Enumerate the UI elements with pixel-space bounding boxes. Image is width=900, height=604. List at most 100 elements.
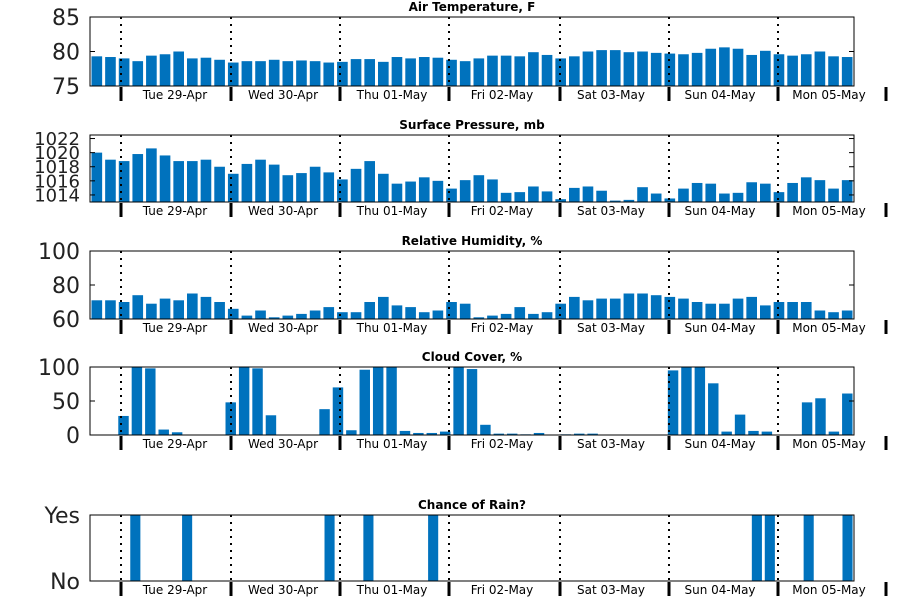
relative-humidity-bar [459, 303, 471, 319]
air-temperature-bar [678, 54, 689, 86]
surface-pressure-bar [691, 182, 703, 202]
air-temperature-bar [664, 53, 676, 86]
chance-of-rain-bar [324, 515, 335, 581]
cloud-cover-bar [453, 367, 464, 435]
relative-humidity-bar [732, 298, 744, 319]
relative-humidity-bar [609, 298, 621, 319]
relative-humidity-bar [323, 307, 335, 319]
air-temperature-bar [787, 55, 798, 86]
cloud-cover-ytick-label: 0 [66, 424, 80, 449]
air-temperature-bar [105, 57, 116, 86]
relative-humidity-bar [773, 302, 785, 319]
chance-of-rain-bar [803, 515, 814, 581]
relative-humidity-bar [500, 313, 512, 319]
air-temperature-bar [582, 51, 594, 86]
air-temperature-day-label: Sun 04-May [684, 88, 755, 102]
cloud-cover-bar [319, 409, 330, 435]
surface-pressure-axes-frame [89, 134, 855, 203]
surface-pressure-bar [569, 187, 580, 202]
air-temperature-bar [514, 56, 526, 86]
surface-pressure-day-label: Thu 01-May [356, 204, 428, 218]
relative-humidity-bar [569, 296, 580, 319]
surface-pressure-bar [350, 168, 362, 202]
air-temperature-bar [637, 51, 648, 86]
relative-humidity-bar [828, 312, 839, 319]
cloud-cover-bar [708, 383, 719, 435]
air-temperature-day-label: Thu 01-May [356, 88, 428, 102]
relative-humidity-bar [350, 312, 362, 319]
cloud-cover-day-tick [884, 436, 888, 450]
cloud-cover-bar [842, 393, 853, 435]
surface-pressure-bar [391, 183, 403, 202]
surface-pressure-bar [555, 199, 566, 202]
relative-humidity-day-tick [558, 320, 562, 334]
air-temperature-bar [268, 59, 280, 86]
relative-humidity-bar [814, 310, 826, 319]
relative-humidity-day-label: Wed 30-Apr [248, 321, 318, 335]
air-temperature-bar [296, 60, 307, 86]
air-temperature-bar [187, 58, 198, 86]
air-temperature-bar [746, 54, 757, 86]
surface-pressure-bar [268, 164, 280, 202]
relative-humidity-day-label: Fri 02-May [471, 321, 534, 335]
relative-humidity-bar [650, 295, 662, 319]
relative-humidity-bar [787, 302, 798, 319]
cloud-cover-day-tick [119, 436, 123, 450]
cloud-cover-bar [372, 367, 384, 435]
chance-of-rain-day-tick [338, 582, 342, 596]
chance-of-rain-bar [842, 515, 853, 581]
cloud-cover-bar [506, 433, 518, 435]
relative-humidity-bar [282, 315, 294, 319]
air-temperature-day-tick [667, 87, 671, 101]
air-temperature-bar [705, 48, 717, 86]
air-temperature-day-label: Wed 30-Apr [248, 88, 318, 102]
air-temperature-bar [323, 62, 335, 86]
surface-pressure-day-label: Tue 29-Apr [142, 204, 207, 218]
cloud-cover-bar [734, 414, 746, 435]
surface-pressure-bar [159, 155, 171, 202]
chance-of-rain-day-label: Sun 04-May [684, 583, 755, 597]
air-temperature-bar [732, 48, 744, 86]
chance-of-rain-ytick-label: No [50, 570, 80, 595]
air-temperature-bar [691, 52, 703, 86]
surface-pressure-ytick-label: 1014 [34, 185, 80, 206]
surface-pressure-title: Surface Pressure, mb [399, 118, 545, 132]
cloud-cover-bar [346, 430, 357, 435]
air-temperature-bar [227, 62, 239, 86]
air-temperature-day-label: Fri 02-May [471, 88, 534, 102]
cloud-cover-bar [399, 430, 411, 435]
chance-of-rain-bar [751, 515, 762, 581]
relative-humidity-bar [227, 308, 239, 319]
air-temperature-bar [800, 54, 812, 86]
relative-humidity-bar [487, 315, 498, 319]
surface-pressure-bar [814, 180, 826, 202]
relative-humidity-bar [596, 298, 607, 319]
surface-pressure-bar [500, 192, 512, 202]
air-temperature-bar [159, 54, 171, 86]
cloud-cover-bar [225, 402, 236, 435]
chance-of-rain-day-label: Fri 02-May [471, 583, 534, 597]
relative-humidity-bar [746, 296, 757, 319]
cloud-cover-bar [386, 367, 397, 435]
surface-pressure-bar [678, 188, 689, 202]
air-temperature-bar [446, 59, 457, 86]
cloud-cover-day-tick [558, 436, 562, 450]
air-temperature-day-tick [776, 87, 780, 101]
relative-humidity-day-tick [667, 320, 671, 334]
air-temperature-bar [719, 47, 730, 86]
air-temperature-bar [650, 52, 662, 86]
surface-pressure-bar [705, 183, 717, 202]
air-temperature-bar [214, 59, 225, 86]
cloud-cover-bar [252, 368, 263, 435]
air-temperature-ytick-label: 75 [52, 75, 80, 100]
relative-humidity-day-label: Mon 05-May [792, 321, 866, 335]
air-temperature-bar [200, 57, 212, 86]
relative-humidity-bar [705, 303, 717, 319]
relative-humidity-bar [678, 298, 689, 319]
surface-pressure-ytick-label: 1020 [34, 143, 80, 164]
relative-humidity-bar [337, 312, 348, 319]
air-temperature-day-label: Sat 03-May [577, 88, 645, 102]
relative-humidity-day-tick [229, 320, 233, 334]
surface-pressure-bar [746, 182, 757, 202]
